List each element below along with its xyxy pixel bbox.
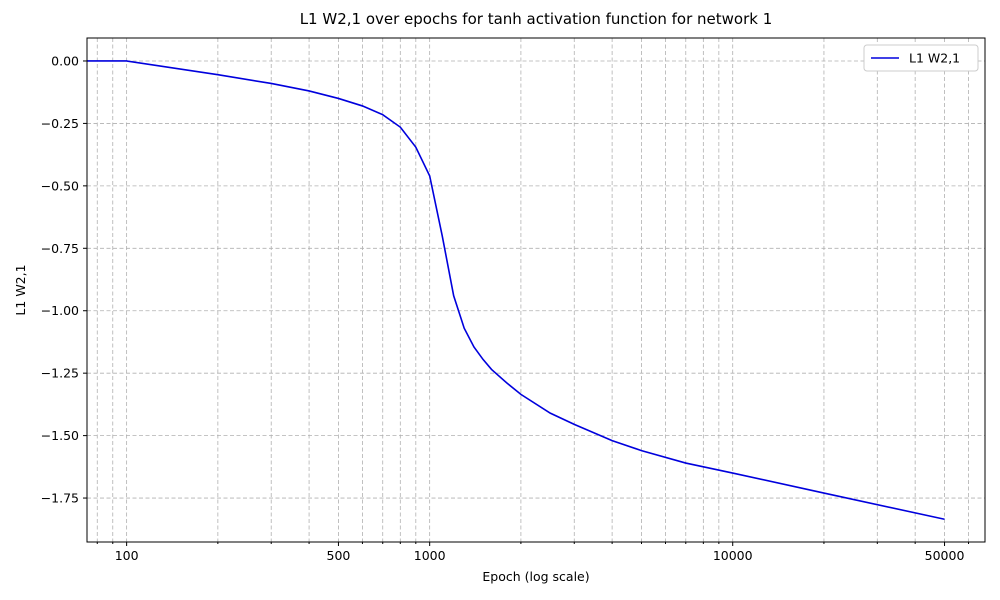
y-tick-label: −1.50 — [41, 428, 79, 443]
x-tick-label: 10000 — [713, 548, 753, 563]
y-tick-label: −0.25 — [41, 116, 79, 131]
y-tick-label: −1.75 — [41, 491, 79, 506]
plot-frame — [86, 37, 986, 543]
x-tick-label: 500 — [327, 548, 351, 563]
x-tick-label: 50000 — [925, 548, 965, 563]
y-axis-label: L1 W2,1 — [13, 264, 28, 315]
y-tick-label: −1.00 — [41, 303, 79, 318]
y-tick-label: 0.00 — [51, 53, 79, 68]
data-line — [87, 60, 945, 521]
x-axis-label: Epoch (log scale) — [482, 569, 589, 584]
x-tick-label: 1000 — [414, 548, 446, 563]
y-tick-label: −0.75 — [41, 241, 79, 256]
legend-label: L1 W2,1 — [909, 51, 960, 66]
y-tick-label: −0.50 — [41, 178, 79, 193]
y-tick-label: −1.25 — [41, 366, 79, 381]
legend-box — [863, 44, 979, 72]
chart-title: L1 W2,1 over epochs for tanh activation … — [300, 10, 773, 28]
x-tick-label: 100 — [115, 548, 139, 563]
